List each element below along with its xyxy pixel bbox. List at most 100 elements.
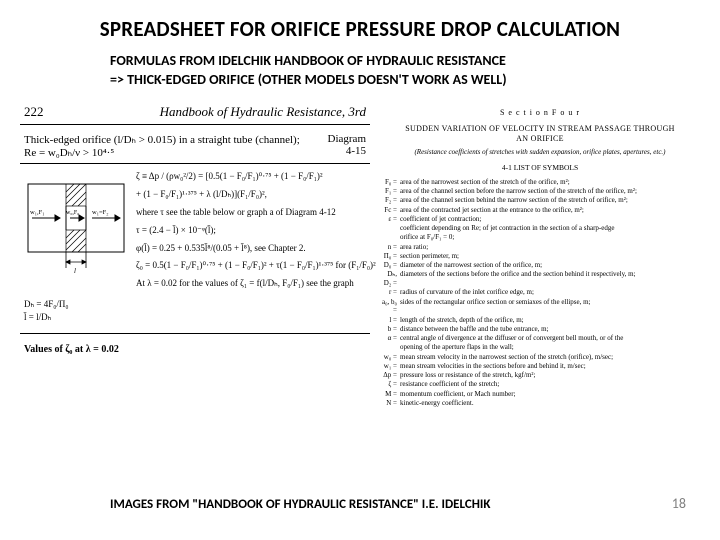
symbol-definition: diameters of the sections before the ori… (400, 270, 698, 288)
symbol-row: M =momentum coefficient, or Mach number; (382, 390, 698, 399)
formula-3: where τ see the table below or graph a o… (136, 206, 376, 220)
formula-7: ζ₀ = 0.5(1 − F₀/F₁)⁰·⁷⁵ + (1 − F₀/F₁)² +… (136, 259, 376, 273)
symbol-row: ε =coefficient of jet contraction; (382, 215, 698, 224)
symbol-name (382, 343, 400, 352)
label-w1F2: w₁=F₂ (92, 209, 109, 216)
formula-8: At λ = 0.02 for the values of ζ₁ = f(l/D… (136, 277, 376, 291)
symbol-row: F₂ =area of the channel section behind t… (382, 196, 698, 205)
symbol-name: l = (382, 316, 400, 325)
symbol-definition: opening of the aperture flaps in the wal… (400, 343, 698, 352)
symbol-name: w₁ = (382, 362, 400, 371)
symbol-row: l =length of the stretch, depth of the o… (382, 316, 698, 325)
symbol-name: Δp = (382, 371, 400, 380)
symbol-row: F₁ =area of the channel section before t… (382, 187, 698, 196)
figure-rule-bottom (20, 333, 370, 334)
svg-text:l: l (74, 267, 76, 275)
symbol-definition: mean stream velocity in the narrowest se… (400, 353, 698, 362)
label-w1F1: w₁,F₁ (30, 209, 44, 216)
symbol-row: ζ =resistance coefficient of the stretch… (382, 380, 698, 389)
book-header-row: 222 Handbook of Hydraulic Resistance, 3r… (20, 104, 370, 120)
symbol-row: n =area ratio; (382, 243, 698, 252)
lbar-formula: l̄ = l/Dₕ (24, 312, 370, 323)
symbol-definition: coefficient depending on Re; of jet cont… (400, 224, 698, 233)
symbol-name (382, 224, 400, 233)
figure-body: l w₁,F₁ w₀,F₀ w₁=F₂ ζ ≡ Δp / (ρw₀²/2) = … (20, 170, 370, 296)
right-column: S e c t i o n F o u r SUDDEN VARIATION O… (380, 104, 700, 484)
content-columns: 222 Handbook of Hydraulic Resistance, 3r… (20, 104, 700, 484)
symbol-name: F₁ = (382, 187, 400, 196)
figure-header-left-2: Re = w₀Dₕ/ν > 10⁴·⁵ (24, 146, 300, 159)
symbol-name: ε = (382, 215, 400, 224)
symbol-row: coefficient depending on Re; of jet cont… (382, 224, 698, 233)
symbol-name (382, 233, 400, 242)
image-credit: IMAGES FROM "HANDBOOK OF HYDRAULIC RESIS… (110, 497, 491, 512)
symbol-definition: kinetic-energy coefficient. (400, 399, 698, 408)
section-label: S e c t i o n F o u r (382, 108, 698, 118)
symbol-definition: distance between the baffle and the tube… (400, 325, 698, 334)
symbol-definition: area of the contracted jet section at th… (400, 206, 698, 215)
symbol-row: N =kinetic-energy coefficient. (382, 399, 698, 408)
book-title: Handbook of Hydraulic Resistance, 3rd (160, 104, 366, 120)
symbol-row: a₀, b₀ =sides of the rectangular orifice… (382, 298, 698, 316)
symbol-row: orifice at F₀/F₁ = 0; (382, 233, 698, 242)
header-rule (20, 124, 370, 125)
diagram-number: 4-15 (328, 145, 366, 157)
symbol-row: Dₕ, D₂ =diameters of the sections before… (382, 270, 698, 288)
symbol-name: Π₀ = (382, 252, 400, 261)
symbol-name: Fc = (382, 206, 400, 215)
right-page-title: SUDDEN VARIATION OF VELOCITY IN STREAM P… (382, 124, 698, 144)
figure-header-left-1: Thick-edged orifice (l/Dₕ > 0.015) in a … (24, 133, 300, 146)
symbol-row: Fc =area of the contracted jet section a… (382, 206, 698, 215)
symbol-name: F₂ = (382, 196, 400, 205)
symbol-definition: area of the channel section before the n… (400, 187, 698, 196)
symbol-row: b =distance between the baffle and the t… (382, 325, 698, 334)
symbol-definition: resistance coefficient of the stretch; (400, 380, 698, 389)
symbol-name: D₀ = (382, 261, 400, 270)
symbol-row: w₀ =mean stream velocity in the narrowes… (382, 353, 698, 362)
dh-formula: Dₕ = 4F₀/Π₀ (24, 299, 370, 310)
symbol-name: N = (382, 399, 400, 408)
symbol-definition: orifice at F₀/F₁ = 0; (400, 233, 698, 242)
symbol-definition: sides of the rectangular orifice section… (400, 298, 698, 316)
symbol-definition: central angle of divergence at the diffu… (400, 334, 698, 343)
symbol-name: b = (382, 325, 400, 334)
symbol-definition: area of the narrowest section of the str… (400, 178, 698, 187)
subtitle-line-2: => THICK-EDGED ORIFICE (OTHER MODELS DOE… (110, 71, 630, 90)
symbol-row: F₀ =area of the narrowest section of the… (382, 178, 698, 187)
slide-title: SPREADSHEET FOR ORIFICE PRESSURE DROP CA… (20, 16, 700, 42)
symbol-name: α = (382, 334, 400, 343)
symbol-name: ζ = (382, 380, 400, 389)
symbol-definition: area ratio; (400, 243, 698, 252)
symbol-definition: pressure loss or resistance of the stret… (400, 371, 698, 380)
label-w0F0: w₀,F₀ (66, 210, 79, 216)
symbol-name: Dₕ, D₂ = (382, 270, 400, 288)
symbol-name: F₀ = (382, 178, 400, 187)
symbols-list: F₀ =area of the narrowest section of the… (382, 178, 698, 408)
formula-2: + (1 − F₀/F₁)¹·³⁷⁵ + λ (l/Dₕ)](F₁/F₀)², (136, 188, 376, 202)
symbol-row: w₁ =mean stream velocities in the sectio… (382, 362, 698, 371)
symbol-definition: area of the channel section behind the n… (400, 196, 698, 205)
book-page-number: 222 (24, 104, 44, 120)
symbol-definition: momentum coefficient, or Mach number; (400, 390, 698, 399)
symbol-definition: coefficient of jet contraction; (400, 215, 698, 224)
symbol-definition: length of the stretch, depth of the orif… (400, 316, 698, 325)
symbol-row: r =radius of curvature of the inlet cori… (382, 288, 698, 297)
figure-header-right: Diagram 4-15 (328, 133, 366, 159)
symbol-row: α =central angle of divergence at the di… (382, 334, 698, 343)
subtitle-line-1: FORMULAS FROM IDELCHIK HANDBOOK OF HYDRA… (110, 52, 630, 71)
symbol-row: D₀ =diameter of the narrowest section of… (382, 261, 698, 270)
slide-page-number: 18 (672, 495, 686, 512)
symbol-row: Δp =pressure loss or resistance of the s… (382, 371, 698, 380)
formula-block: ζ ≡ Δp / (ρw₀²/2) = [0.5(1 − F₀/F₁)⁰·⁷⁵ … (136, 170, 376, 296)
symbol-definition: diameter of the narrowest section of the… (400, 261, 698, 270)
figure-header: Thick-edged orifice (l/Dₕ > 0.015) in a … (20, 133, 370, 159)
slide-subtitle: FORMULAS FROM IDELCHIK HANDBOOK OF HYDRA… (110, 52, 630, 90)
figure-rule-top (20, 163, 370, 164)
formula-4: τ = (2.4 − l̄) × 10⁻ᵠ(l̄); (136, 224, 376, 238)
diagram-label: Diagram (328, 133, 366, 145)
symbol-definition: mean stream velocities in the sections b… (400, 362, 698, 371)
formula-5: φ(l̄) = 0.25 + 0.535l̄⁸/(0.05 + l̄⁸), se… (136, 242, 376, 256)
orifice-diagram: l w₁,F₁ w₀,F₀ w₁=F₂ (22, 170, 130, 278)
symbol-row: Π₀ =section perimeter, m; (382, 252, 698, 261)
symbol-name: M = (382, 390, 400, 399)
